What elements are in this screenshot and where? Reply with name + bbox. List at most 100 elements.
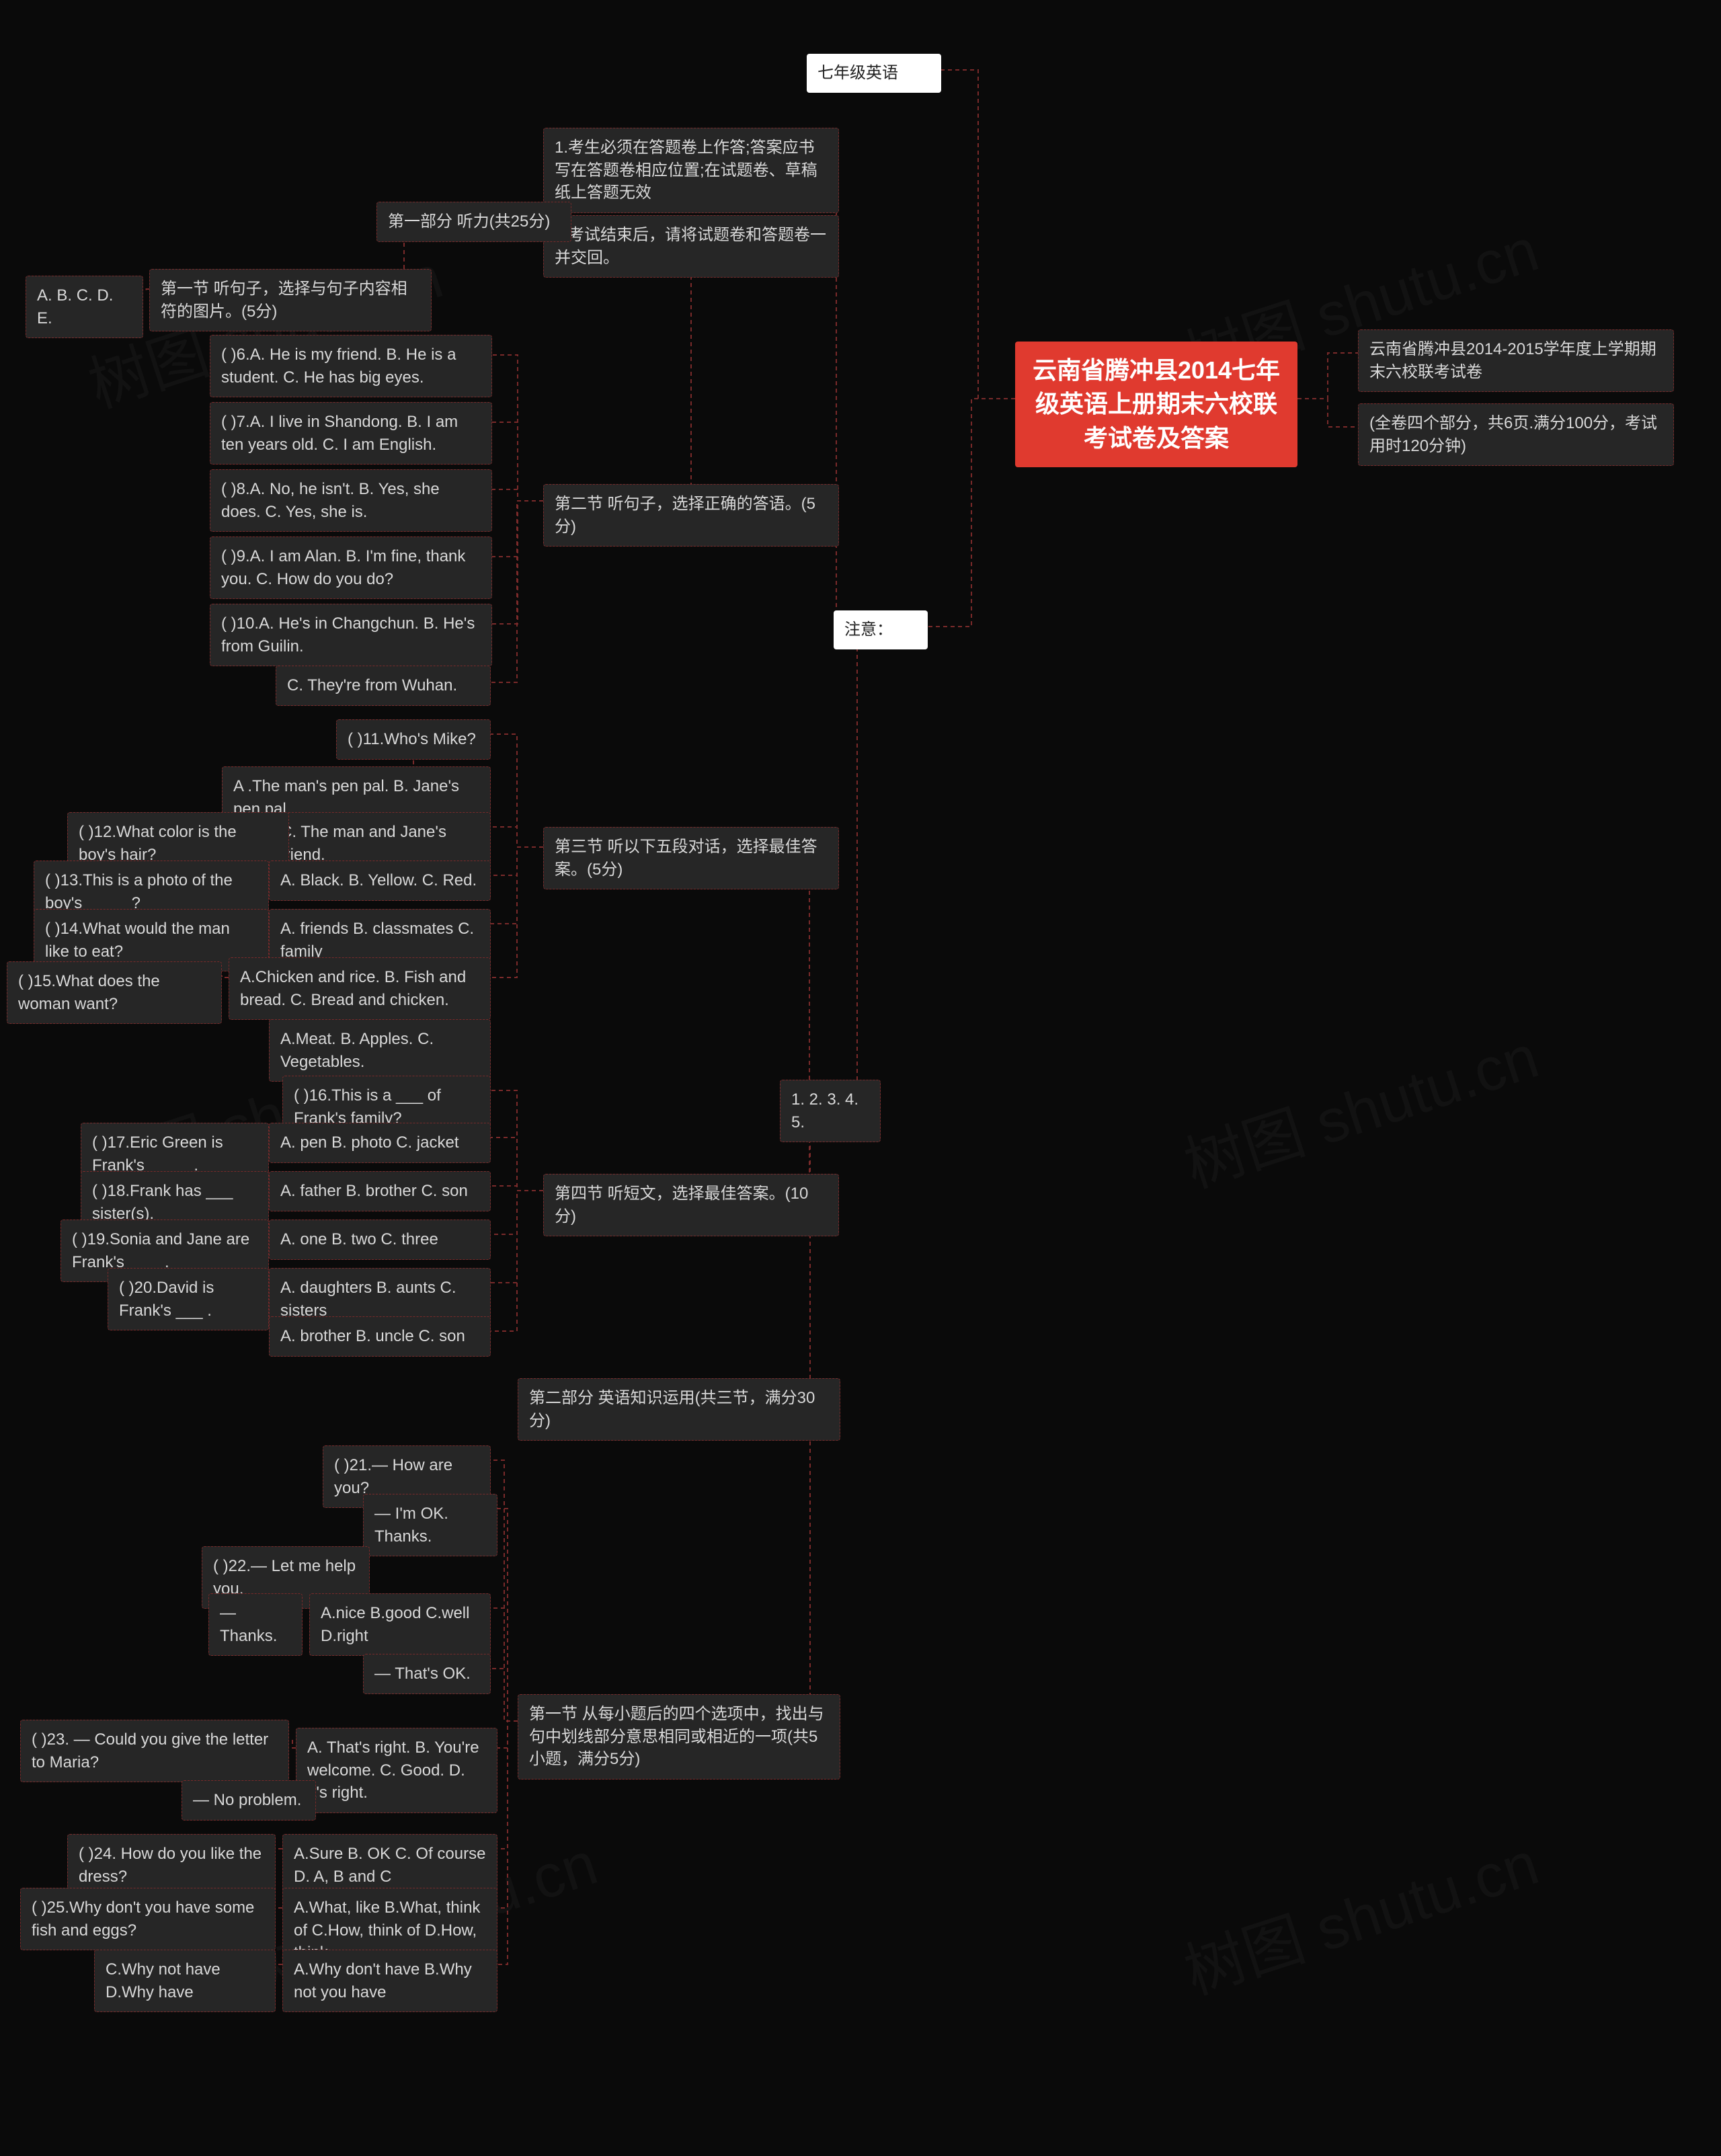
edge xyxy=(497,1721,518,1849)
node-s2[interactable]: 第二节 听句子，选择正确的答语。(5分) xyxy=(543,484,839,547)
node-n2[interactable]: 2.考试结束后，请将试题卷和答题卷一并交回。 xyxy=(543,215,839,278)
node-label: 云南省腾冲县2014-2015学年度上学期期末六校联考试卷 xyxy=(1369,340,1656,381)
node-q22c[interactable]: — That's OK. xyxy=(363,1654,491,1694)
edge xyxy=(497,1721,518,1748)
edge xyxy=(1297,399,1358,427)
node-s1a[interactable]: A. B. C. D. E. xyxy=(26,276,143,338)
watermark: 树图 shutu.cn xyxy=(1172,1814,1548,2011)
edge xyxy=(491,1669,518,1721)
edge xyxy=(222,976,229,977)
node-p2[interactable]: 第二部分 英语知识运用(共三节，满分30分) xyxy=(518,1378,840,1441)
node-q14a[interactable]: A.Chicken and rice. B. Fish and bread. C… xyxy=(229,957,491,1020)
node-label: A. brother B. uncle C. son xyxy=(280,1327,465,1345)
node-q6[interactable]: ( )6.A. He is my friend. B. He is a stud… xyxy=(210,335,492,397)
node-label: ( )10.A. He's in Changchun. B. He's from… xyxy=(221,614,475,655)
node-q15[interactable]: ( )15.What does the woman want? xyxy=(7,961,222,1024)
node-q22a[interactable]: — Thanks. xyxy=(208,1593,303,1656)
node-q11[interactable]: ( )11.Who's Mike? xyxy=(336,719,491,760)
edge xyxy=(492,501,543,624)
node-q10[interactable]: ( )10.A. He's in Changchun. B. He's from… xyxy=(210,604,492,666)
edge xyxy=(543,239,839,501)
node-label: 第一部分 听力(共25分) xyxy=(388,212,550,231)
node-label: ( )21.— How are you? xyxy=(334,1456,452,1497)
node-label: 第二节 听句子，选择正确的答语。(5分) xyxy=(555,495,815,536)
node-q8[interactable]: ( )8.A. No, he isn't. B. Yes, she does. … xyxy=(210,469,492,532)
mindmap-stage: 树图 shutu.cn树图 shutu.cn树图 shutu.cn树图 shut… xyxy=(0,0,1721,2156)
node-label: — That's OK. xyxy=(374,1665,471,1683)
node-p1[interactable]: 第一部分 听力(共25分) xyxy=(376,202,571,242)
node-label: ( )18.Frank has ___ sister(s). xyxy=(92,1182,233,1223)
node-label: ( )17.Eric Green is Frank's _____. xyxy=(92,1133,223,1174)
node-q15a[interactable]: A.Meat. B. Apples. C. Vegetables. xyxy=(269,1019,491,1082)
edge xyxy=(492,355,543,501)
node-q12a[interactable]: A. Black. B. Yellow. C. Red. xyxy=(269,861,491,901)
node-label: C.Why not have D.Why have xyxy=(106,1960,221,2001)
node-r2[interactable]: (全卷四个部分，共6页.满分100分，考试用时120分钟) xyxy=(1358,403,1674,466)
node-nums[interactable]: 1. 2. 3. 4. 5. xyxy=(780,1080,881,1142)
node-label: ( )8.A. No, he isn't. B. Yes, she does. … xyxy=(221,480,440,521)
node-q21a[interactable]: — I'm OK. Thanks. xyxy=(363,1494,497,1556)
node-label: ( )7.A. I live in Shandong. B. I am ten … xyxy=(221,413,458,454)
node-label: (全卷四个部分，共6页.满分100分，考试用时120分钟) xyxy=(1369,414,1657,455)
node-q20a[interactable]: A. brother B. uncle C. son xyxy=(269,1316,491,1357)
edge xyxy=(497,1509,518,1721)
node-label: A. daughters B. aunts C. sisters xyxy=(280,1279,456,1320)
node-label: 1. 2. 3. 4. 5. xyxy=(791,1090,858,1131)
node-q20[interactable]: ( )20.David is Frank's ___ . xyxy=(108,1268,269,1330)
edge xyxy=(491,1186,543,1191)
node-s3[interactable]: 第三节 听以下五段对话，选择最佳答案。(5分) xyxy=(543,827,839,889)
edge xyxy=(491,1137,543,1191)
node-q9[interactable]: ( )9.A. I am Alan. B. I'm fine, thank yo… xyxy=(210,536,492,599)
node-label: A. Black. B. Yellow. C. Red. xyxy=(280,871,477,889)
node-label: A. friends B. classmates C. family xyxy=(280,920,474,961)
node-p2s1[interactable]: 第一节 从每小题后的四个选项中，找出与句中划线部分意思相同或相近的一项(共5小题… xyxy=(518,1694,840,1780)
node-q25b[interactable]: C.Why not have D.Why have xyxy=(94,1950,276,2012)
node-q22b[interactable]: A.nice B.good C.well D.right xyxy=(309,1593,491,1656)
edge xyxy=(491,827,543,847)
node-label: A. father B. brother C. son xyxy=(280,1182,468,1200)
node-label: 1.考生必须在答题卷上作答;答案应书写在答题卷相应位置;在试题卷、草稿纸上答题无… xyxy=(555,138,817,202)
node-label: — No problem. xyxy=(193,1791,301,1809)
node-label: 七年级英语 xyxy=(817,64,898,82)
node-q18a[interactable]: A. one B. two C. three xyxy=(269,1220,491,1260)
node-label: ( )20.David is Frank's ___ . xyxy=(119,1279,214,1320)
node-q7[interactable]: ( )7.A. I live in Shandong. B. I am ten … xyxy=(210,402,492,465)
node-label: ( )11.Who's Mike? xyxy=(348,730,476,748)
node-q16a[interactable]: A. pen B. photo C. jacket xyxy=(269,1123,491,1163)
watermark: 树图 shutu.cn xyxy=(1172,1008,1548,1204)
edge xyxy=(491,1090,543,1191)
node-label: ( )6.A. He is my friend. B. He is a stud… xyxy=(221,346,456,387)
node-q25c[interactable]: A.Why don't have B.Why not you have xyxy=(282,1950,497,2012)
node-label: 第二部分 英语知识运用(共三节，满分30分) xyxy=(529,1389,815,1430)
node-grade[interactable]: 七年级英语 xyxy=(807,54,941,93)
node-root[interactable]: 云南省腾冲县2014七年级英语上册期末六校联考试卷及答案 xyxy=(1015,342,1297,467)
edge xyxy=(834,627,881,1094)
edge xyxy=(491,1191,543,1234)
node-r1[interactable]: 云南省腾冲县2014-2015学年度上学期期末六校联考试卷 xyxy=(1358,329,1674,392)
node-label: A.Meat. B. Apples. C. Vegetables. xyxy=(280,1030,434,1071)
node-label: ( )12.What color is the boy's hair? xyxy=(79,823,237,864)
edge xyxy=(492,501,543,557)
node-q25[interactable]: ( )25.Why don't you have some fish and e… xyxy=(20,1888,276,1950)
node-notice[interactable]: 注意： xyxy=(834,610,928,649)
node-label: ( )13.This is a photo of the boy's _____… xyxy=(45,871,233,912)
node-n1[interactable]: 1.考生必须在答题卷上作答;答案应书写在答题卷相应位置;在试题卷、草稿纸上答题无… xyxy=(543,128,839,213)
node-label: ( )16.This is a ___ of Frank's family? xyxy=(294,1086,441,1127)
node-label: 注意： xyxy=(844,621,893,639)
node-s4[interactable]: 第四节 听短文，选择最佳答案。(10分) xyxy=(543,1174,839,1236)
edge xyxy=(491,847,543,875)
edge xyxy=(497,1721,518,1964)
node-q23a[interactable]: A. That's right. B. You're welcome. C. G… xyxy=(296,1728,497,1813)
node-q17a[interactable]: A. father B. brother C. son xyxy=(269,1171,491,1211)
node-label: 第四节 听短文，选择最佳答案。(10分) xyxy=(555,1185,808,1226)
node-label: ( )14.What would the man like to eat? xyxy=(45,920,230,961)
node-q10b[interactable]: C. They're from Wuhan. xyxy=(276,666,491,706)
node-s1[interactable]: 第一节 听句子，选择与句子内容相符的图片。(5分) xyxy=(149,269,432,331)
node-q23b[interactable]: — No problem. xyxy=(182,1780,316,1821)
node-label: ( )23. — Could you give the letter to Ma… xyxy=(32,1730,268,1771)
node-q23[interactable]: ( )23. — Could you give the letter to Ma… xyxy=(20,1720,289,1782)
node-label: 第一节 听句子，选择与句子内容相符的图片。(5分) xyxy=(161,280,407,321)
node-label: ( )15.What does the woman want? xyxy=(18,972,160,1013)
edge xyxy=(492,489,543,501)
edge xyxy=(491,501,543,682)
